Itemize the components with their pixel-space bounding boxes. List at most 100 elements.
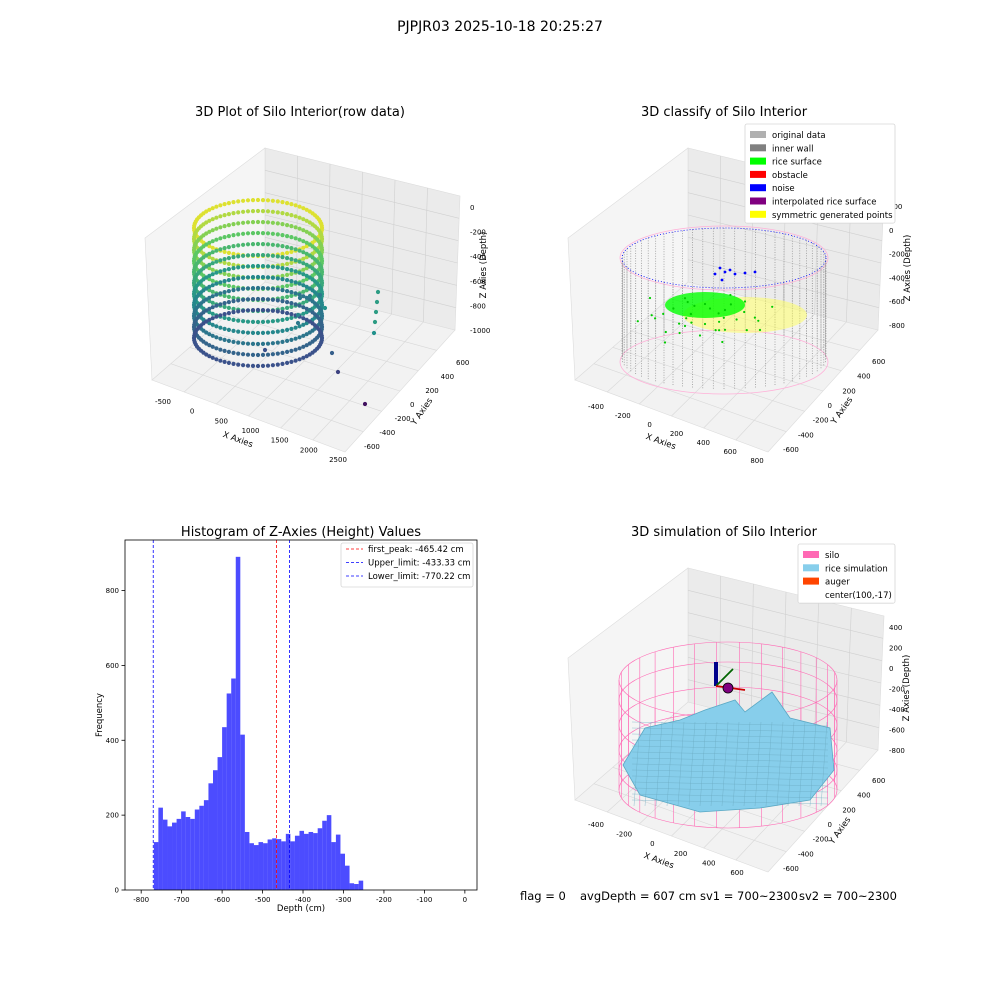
raw-point [293, 203, 298, 208]
raw-point [204, 264, 209, 269]
histogram-bar [263, 843, 268, 890]
surface-mesh-line [677, 721, 685, 807]
surface-mesh-line [809, 721, 817, 807]
raw-point [280, 233, 285, 238]
raw-point [241, 275, 246, 280]
y-tick-label: -200 [395, 415, 411, 423]
raw-point [210, 305, 215, 310]
histogram-bar [340, 853, 345, 890]
raw-point [307, 293, 313, 299]
raw-point [285, 272, 290, 277]
histogram-bar [249, 843, 254, 890]
raw-point [245, 297, 251, 302]
raw-point [236, 318, 241, 323]
raw-point [241, 209, 246, 214]
rice-surface-point [654, 317, 657, 320]
raw-point [210, 316, 215, 321]
z-tick-label: -200 [470, 229, 486, 237]
z-tick-label: -800 [889, 322, 905, 330]
rice-surface-point [729, 303, 733, 306]
raw-point [275, 329, 280, 334]
raw-point [236, 254, 241, 259]
z-tick-label: -200 [889, 251, 905, 259]
raw-point [214, 259, 219, 264]
raw-point [289, 290, 294, 295]
z-tick-label: 200 [889, 645, 902, 653]
classify-3d-plot: 3D classify of Silo Interior -400 -200 0 200… [567, 105, 913, 465]
raw-point [236, 265, 241, 270]
raw-point [250, 297, 256, 302]
raw-point [270, 352, 275, 357]
rice-surface-point [690, 321, 693, 324]
histogram-bar [354, 884, 359, 890]
surface-mesh-line [631, 763, 829, 769]
chart-title: 3D classify of Silo Interior [641, 105, 808, 120]
y-tick-label: 200 [842, 387, 855, 395]
raw-point [236, 243, 241, 248]
raw-point [222, 235, 227, 240]
rice-surface-point [686, 300, 689, 304]
raw-point [270, 198, 275, 203]
raw-point [245, 253, 251, 258]
x-tick-label: -800 [133, 896, 149, 904]
raw-point [255, 252, 261, 258]
raw-point [280, 251, 285, 256]
surface-mesh-line [765, 721, 773, 807]
y-tick-label: 600 [106, 662, 119, 670]
raw-point [250, 209, 256, 214]
raw-point [280, 266, 285, 271]
raw-point [210, 300, 215, 305]
raw-point [297, 215, 302, 220]
raw-point [297, 357, 302, 362]
histogram-bar [322, 820, 327, 890]
rice-surface-point [683, 324, 687, 328]
rice-surface-point [743, 310, 746, 314]
surface-mesh-line [631, 799, 829, 805]
raw-point [289, 312, 294, 317]
x-tick-label: -200 [615, 412, 631, 420]
y-tick-label: -600 [364, 443, 380, 451]
raw-point [204, 242, 209, 247]
raw-point [285, 256, 290, 261]
x-tick-label: -400 [588, 821, 604, 829]
raw-point [275, 309, 280, 314]
legend-swatch [750, 197, 766, 205]
histogram-bar [253, 845, 259, 890]
raw-point [226, 283, 231, 288]
raw-point [285, 234, 290, 239]
raw-point [280, 306, 285, 311]
raw-point [207, 354, 212, 359]
raw-point [304, 354, 309, 359]
raw-point [293, 225, 298, 230]
rice-surface-point [743, 300, 747, 303]
grid-line [264, 170, 460, 219]
z-tick-label: -1000 [470, 327, 490, 335]
x-tick-label: 500 [215, 417, 228, 425]
x-tick-label: 2500 [329, 456, 347, 464]
y-tick-label: 0 [828, 821, 832, 829]
histogram-bar [313, 833, 318, 890]
raw-point [275, 318, 280, 323]
raw-point [280, 244, 285, 249]
raw-point [289, 359, 294, 364]
z-axis-label: Z Axies (Depth) [903, 235, 913, 302]
raw-point [260, 308, 266, 313]
x-tick-label: 200 [670, 430, 683, 438]
raw-point [231, 339, 236, 344]
raw-point [214, 226, 219, 231]
rice-surface-point [721, 340, 724, 344]
histogram-bar [276, 839, 282, 890]
rice-surface-point [693, 304, 696, 307]
silo-outline-top [619, 225, 829, 291]
raw-point [207, 273, 212, 278]
raw-point [304, 317, 309, 322]
raw-point [270, 319, 275, 324]
histogram-bar [231, 678, 236, 890]
raw-point [285, 201, 290, 206]
raw-point [301, 283, 306, 288]
raw-point [307, 307, 313, 313]
raw-point [285, 338, 290, 343]
raw-point [289, 326, 294, 331]
rice-surface-point [723, 328, 727, 331]
raw-point [218, 302, 223, 307]
